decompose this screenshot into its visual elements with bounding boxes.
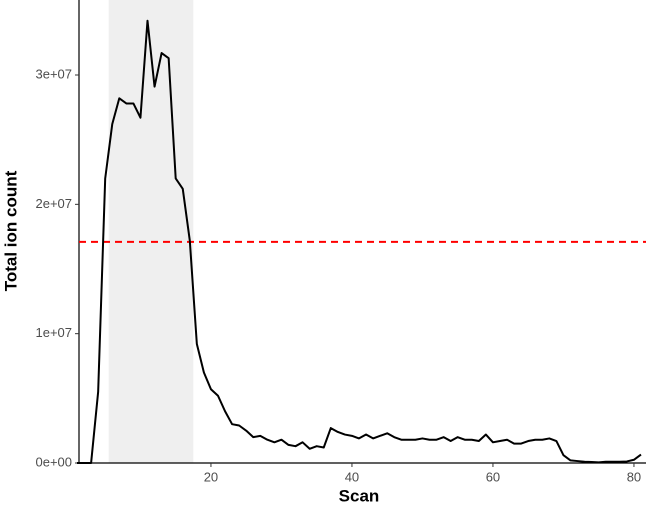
y-tick-label: 1e+07 [35, 325, 72, 340]
x-tick-label: 20 [204, 469, 218, 484]
y-tick-label: 3e+07 [35, 66, 72, 81]
data-line [77, 19, 642, 464]
y-axis-title: Total ion count [1, 170, 20, 291]
y-tick-label: 0e+00 [35, 454, 72, 469]
highlight-band [108, 0, 194, 463]
y-tick-label: 2e+07 [35, 196, 72, 211]
x-tick-label: 40 [345, 469, 359, 484]
x-tick-label: 80 [627, 469, 641, 484]
x-tick-label: 60 [486, 469, 500, 484]
x-axis-title: Scan [339, 486, 380, 505]
